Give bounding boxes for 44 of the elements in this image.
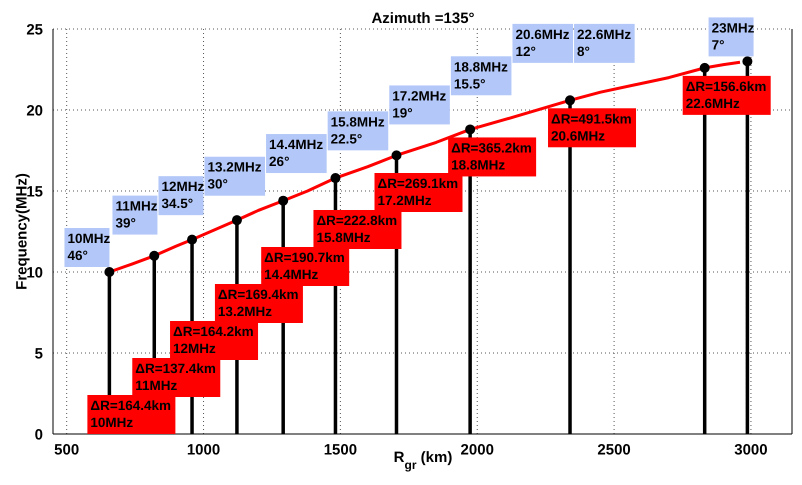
annotation: 13.2MHz 30°: [207, 160, 262, 192]
annotation: 10MHz 46°: [67, 231, 110, 263]
annotation: ΔR=222.8km 15.8MHz: [316, 213, 398, 245]
point: [565, 95, 576, 106]
annotation: 17.2MHz 19°: [392, 88, 447, 120]
point: [330, 173, 340, 184]
point: [742, 56, 752, 66]
annotation: ΔR=137.4km 11MHz: [135, 361, 216, 393]
point: [187, 234, 198, 245]
x-tick-label: 2500: [597, 442, 631, 459]
annotation: ΔR=491.5km 20.6MHz: [551, 111, 632, 144]
annotation: ΔR=164.4km 10MHz: [90, 398, 172, 430]
point: [392, 150, 402, 160]
point: [104, 267, 114, 277]
chart-title: Azimuth =135°: [371, 10, 475, 27]
x-axis-title: R$_{gr}$ (km): [394, 449, 452, 472]
annotation: 23MHz 7°: [712, 20, 755, 52]
x-tick-label: 1500: [324, 442, 358, 459]
point: [149, 250, 160, 261]
annotation: ΔR=365.2km 18.8MHz: [451, 140, 532, 172]
x-tick-label: 2000: [460, 442, 494, 459]
x-tick-label: 1000: [186, 442, 220, 459]
annotation: 20.6MHz 12°: [515, 26, 570, 59]
annotation: 11MHz 39°: [115, 198, 158, 231]
annotation: ΔR=190.7km 14.4MHz: [264, 250, 345, 282]
annotation: ΔR=164.2km 12MHz: [173, 324, 254, 356]
annotation: 12MHz 34.5°: [161, 179, 204, 212]
y-tick-label: 5: [34, 345, 43, 362]
annotation: 22.6MHz 8°: [577, 26, 632, 59]
annotation: ΔR=156.6km 22.6MHz: [686, 78, 766, 111]
y-tick-label: 25: [26, 21, 43, 38]
x-tick-label: 3000: [734, 442, 768, 459]
annotation: 18.8MHz 15.5°: [454, 59, 508, 92]
annotation: ΔR=169.4km 13.2MHz: [218, 287, 299, 319]
x-tick-label: 500: [54, 442, 80, 459]
y-tick-label: 0: [34, 426, 43, 444]
annotation: 14.4MHz 26°: [269, 137, 324, 170]
annotation: 15.8MHz 22.5°: [330, 114, 385, 146]
annotation: ΔR=269.1km 17.2MHz: [378, 176, 458, 208]
point: [232, 215, 242, 226]
y-tick-label: 20: [26, 102, 43, 120]
point: [278, 196, 288, 206]
point: [700, 62, 710, 73]
point: [465, 124, 476, 134]
